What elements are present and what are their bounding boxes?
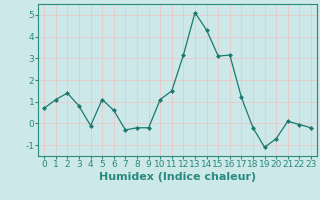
X-axis label: Humidex (Indice chaleur): Humidex (Indice chaleur): [99, 172, 256, 182]
